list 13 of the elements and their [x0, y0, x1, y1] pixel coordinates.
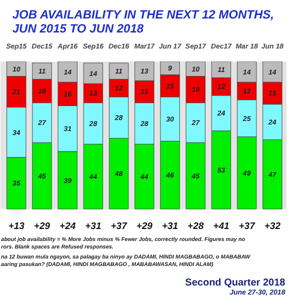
text: +37: [110, 220, 128, 232]
text: +31: [85, 220, 102, 232]
text: +32: [264, 220, 282, 232]
text: +31: [162, 220, 178, 232]
text: +41: [213, 220, 230, 232]
text: +13: [8, 220, 26, 232]
text: +24: [60, 220, 76, 232]
text: +37: [238, 220, 256, 232]
text: +28: [188, 220, 204, 232]
text: +29: [34, 220, 51, 232]
text: Second Quarter 2018: [185, 277, 286, 288]
chart-title: JOB AVAILABILITY IN THE NEXT 12 MONTHS, JUN 2015 TO JUN 2018: [12, 8, 274, 36]
text: +29: [136, 220, 154, 232]
